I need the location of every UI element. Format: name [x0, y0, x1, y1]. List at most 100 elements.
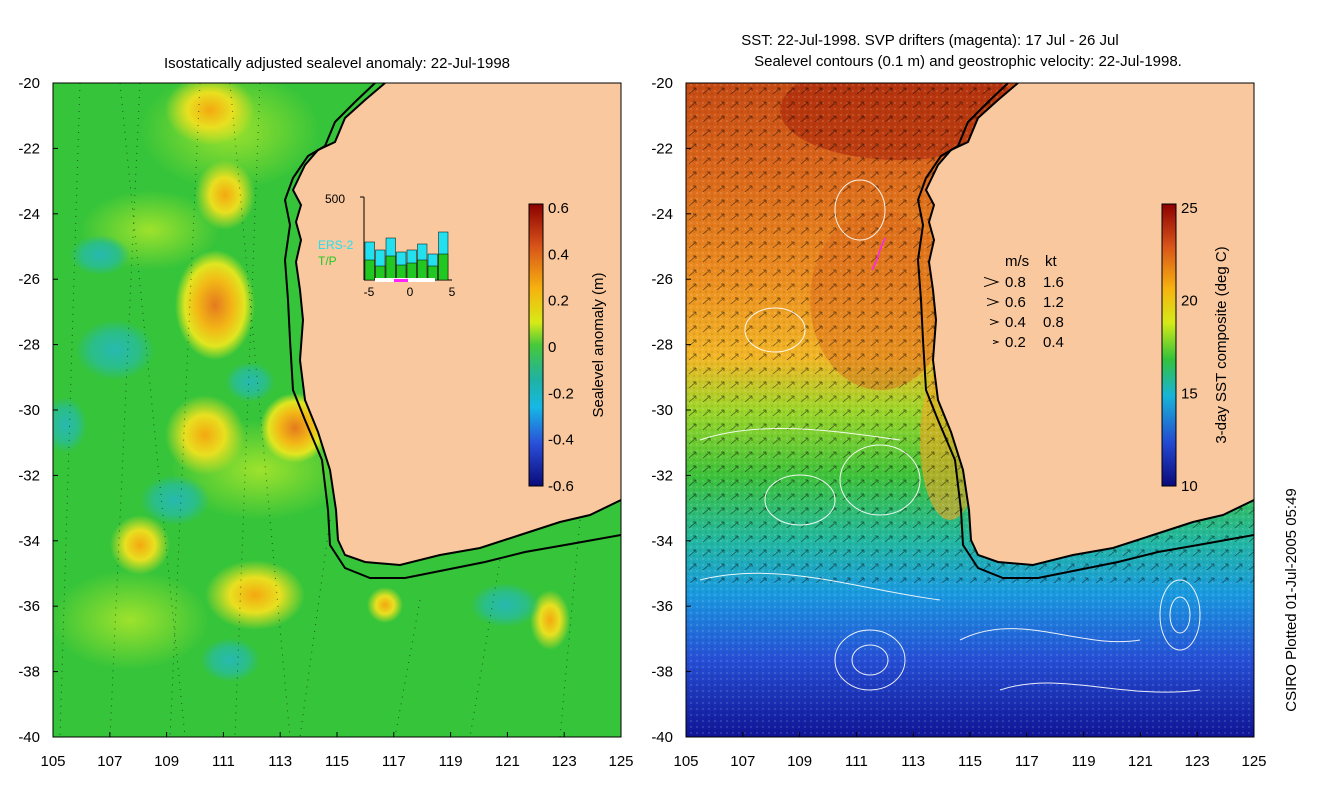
sealevel-contours: [699, 179, 1201, 693]
velocity-legend-rows: 0.8 1.6 0.6 1.2 0.4 0.8 0.2 0.4: [983, 274, 1064, 351]
x-tick-label: 123: [1185, 753, 1210, 770]
x-tick-label: 109: [154, 753, 179, 770]
colorbar-tick-label: 15: [1181, 385, 1198, 402]
velocity-arrow-icon: [989, 318, 1000, 326]
sla-low-anomaly: [225, 362, 275, 402]
x-tick-label: 107: [97, 753, 122, 770]
sla-low-anomaly: [75, 320, 155, 380]
y-tick-label: -30: [651, 402, 673, 419]
sla-colorbar-ticks: 0.6 0.4 0.2 0 -0.2 -0.4 -0.6: [548, 200, 574, 495]
y-tick-label: -30: [18, 402, 40, 419]
sla-high-anomaly: [165, 83, 255, 145]
right-x-axis: 105 107 109 111 113 115 117 119 121 123 125: [673, 732, 1267, 770]
sla-high-anomaly: [110, 515, 170, 575]
inset-legend-tp: T/P: [318, 254, 337, 268]
colorbar-tick-label: -0.2: [548, 385, 574, 402]
x-tick-label: 113: [901, 753, 925, 770]
inset-max-label: 500: [325, 192, 345, 206]
left-panel-title: Isostatically adjusted sealevel anomaly:…: [164, 55, 510, 72]
colorbar-tick-label: -0.6: [548, 478, 574, 495]
inset-tp-bar: [406, 262, 417, 281]
sla-colorbar: 0.6 0.4 0.2 0 -0.2 -0.4 -0.6 Sealevel anomaly …: [528, 200, 607, 495]
inset-tp-bar: [396, 264, 407, 281]
coastline: [291, 83, 621, 567]
sla-high-anomaly: [165, 395, 245, 475]
y-tick-label: -40: [651, 729, 673, 746]
x-tick-label: 125: [1241, 753, 1266, 770]
sla-low-anomaly: [470, 583, 540, 627]
velocity-legend: m/s kt 0.8 1.6 0.6 1.2 0.4 0.8 0.2 0.4: [983, 253, 1064, 351]
y-tick-label: -20: [651, 75, 673, 92]
sla-colorbar-ramp: [528, 203, 544, 487]
inset-x-tick: 5: [449, 285, 456, 299]
inset-bars: [364, 231, 449, 281]
velocity-legend-kt: 1.2: [1043, 294, 1064, 311]
x-tick-label: 119: [1072, 753, 1096, 770]
inset-tp-bar: [385, 255, 396, 281]
velocity-legend-ms: 0.2: [1005, 334, 1026, 351]
satellite-tracks: [59, 83, 581, 737]
x-tick-label: 119: [439, 753, 463, 770]
y-tick-label: -28: [651, 337, 673, 354]
colorbar-tick-label: 0.4: [548, 246, 569, 263]
y-tick-label: -22: [18, 140, 40, 157]
x-tick-label: 111: [212, 753, 235, 770]
x-tick-label: 121: [1128, 753, 1153, 770]
y-tick-label: -32: [18, 467, 40, 484]
coastline: [924, 83, 1254, 567]
velocity-legend-header-ms: m/s: [1005, 253, 1029, 270]
colorbar-tick-label: 0.6: [548, 200, 569, 217]
y-tick-label: -38: [651, 664, 673, 681]
sla-map: [53, 83, 621, 737]
y-tick-label: -26: [651, 271, 673, 288]
sla-low-anomaly: [140, 475, 210, 525]
inset-tp-bar: [364, 259, 375, 281]
y-tick-label: -20: [18, 75, 40, 92]
track-count-inset: 500 ERS-2 T/P -5 0 5: [318, 192, 456, 299]
x-tick-label: 123: [552, 753, 577, 770]
x-tick-label: 117: [1015, 753, 1039, 770]
colorbar-tick-label: 0.2: [548, 293, 569, 310]
left-panel: Isostatically adjusted sealevel anomaly:…: [18, 55, 633, 770]
sla-high-anomaly: [195, 160, 255, 230]
x-tick-label: 117: [382, 753, 406, 770]
sla-high-anomaly: [175, 250, 255, 360]
velocity-arrow-icon: [983, 276, 1000, 288]
right-y-axis: -20 -22 -24 -26 -28 -30 -32 -34 -36 -38 -40: [651, 75, 691, 746]
sst-colorbar-label: 3-day SST composite (deg C): [1213, 246, 1230, 443]
velocity-legend-kt: 0.8: [1043, 314, 1064, 331]
sla-low-anomaly: [53, 397, 87, 453]
colorbar-tick-label: 20: [1181, 293, 1198, 310]
right-panel-title-line1: SST: 22-Jul-1998. SVP drifters (magenta)…: [741, 32, 1118, 49]
x-tick-label: 121: [495, 753, 520, 770]
right-panel-title-line2: Sealevel contours (0.1 m) and geostrophi…: [754, 53, 1182, 70]
y-tick-label: -34: [18, 533, 40, 550]
y-tick-label: -40: [18, 729, 40, 746]
sla-high-anomaly: [367, 587, 403, 623]
velocity-legend-ms: 0.4: [1005, 314, 1026, 331]
colorbar-tick-label: -0.4: [548, 432, 574, 449]
x-tick-label: 125: [608, 753, 633, 770]
y-tick-label: -32: [651, 467, 673, 484]
sla-low-anomaly: [70, 235, 130, 275]
sst-colorbar-ticks: 25 20 15 10: [1181, 200, 1198, 495]
sla-light-region: [53, 570, 210, 670]
y-tick-label: -24: [18, 206, 40, 223]
x-tick-label: 115: [325, 753, 349, 770]
x-tick-label: 105: [673, 753, 698, 770]
x-tick-label: 105: [40, 753, 65, 770]
right-panel: SST: 22-Jul-1998. SVP drifters (magenta)…: [651, 32, 1266, 770]
colorbar-tick-label: 25: [1181, 200, 1198, 217]
y-tick-label: -26: [18, 271, 40, 288]
inset-tp-bar: [427, 265, 438, 281]
sla-low-anomaly: [200, 638, 260, 682]
inset-tp-bar: [438, 253, 449, 281]
shelf-contour: [283, 83, 621, 579]
x-tick-label: 107: [730, 753, 755, 770]
y-tick-label: -28: [18, 337, 40, 354]
x-tick-label: 111: [845, 753, 868, 770]
left-x-axis: 105 107 109 111 113 115 117 119 121 123 125: [40, 732, 634, 770]
colorbar-tick-label: 0: [548, 339, 556, 356]
velocity-arrow-icon: [992, 339, 1000, 345]
y-tick-label: -36: [18, 598, 40, 615]
